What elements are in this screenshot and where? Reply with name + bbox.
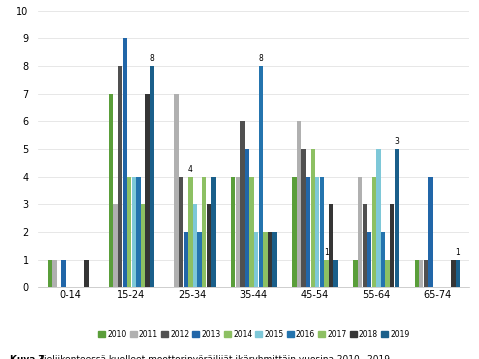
Bar xyxy=(193,204,197,287)
Legend: 2010, 2011, 2012, 2013, 2014, 2015, 2016, 2017, 2018, 2019: 2010, 2011, 2012, 2013, 2014, 2015, 2016… xyxy=(95,327,412,342)
Bar xyxy=(263,232,267,287)
Bar xyxy=(47,260,52,287)
Text: 8: 8 xyxy=(258,54,263,63)
Bar xyxy=(358,177,362,287)
Bar xyxy=(231,177,235,287)
Bar xyxy=(376,149,381,287)
Text: 1: 1 xyxy=(324,248,329,257)
Bar xyxy=(136,177,141,287)
Bar xyxy=(363,204,367,287)
Bar xyxy=(188,177,193,287)
Bar xyxy=(414,260,419,287)
Text: Kuva 3.: Kuva 3. xyxy=(10,355,48,359)
Bar xyxy=(127,177,131,287)
Bar xyxy=(419,260,423,287)
Text: 3: 3 xyxy=(394,137,399,146)
Text: 4: 4 xyxy=(188,165,193,174)
Bar xyxy=(451,260,456,287)
Bar xyxy=(372,177,376,287)
Bar xyxy=(395,149,399,287)
Bar xyxy=(84,260,89,287)
Bar xyxy=(245,149,249,287)
Text: Tieliikenteessä kuolleet moottoripyöräilijät ikäryhmittäin vuosina 2010– 2019.: Tieliikenteessä kuolleet moottoripyöräil… xyxy=(36,355,393,359)
Bar xyxy=(259,66,263,287)
Bar xyxy=(52,260,57,287)
Bar xyxy=(179,177,183,287)
Bar xyxy=(423,260,428,287)
Bar xyxy=(236,177,240,287)
Bar xyxy=(114,204,118,287)
Bar xyxy=(324,260,329,287)
Bar xyxy=(183,232,188,287)
Bar xyxy=(390,204,394,287)
Bar xyxy=(240,121,245,287)
Bar xyxy=(315,177,319,287)
Bar xyxy=(141,204,145,287)
Bar xyxy=(150,66,154,287)
Bar xyxy=(367,232,372,287)
Bar xyxy=(109,94,113,287)
Bar xyxy=(273,232,277,287)
Bar xyxy=(206,204,211,287)
Bar xyxy=(292,177,297,287)
Bar xyxy=(329,204,333,287)
Bar xyxy=(197,232,202,287)
Bar xyxy=(118,66,122,287)
Bar xyxy=(202,177,206,287)
Bar xyxy=(306,177,310,287)
Bar xyxy=(123,38,127,287)
Bar xyxy=(268,232,272,287)
Bar xyxy=(386,260,390,287)
Bar xyxy=(428,177,433,287)
Bar xyxy=(61,260,66,287)
Bar xyxy=(381,232,385,287)
Bar xyxy=(310,149,315,287)
Bar xyxy=(319,177,324,287)
Bar xyxy=(146,94,150,287)
Bar xyxy=(297,121,301,287)
Text: 8: 8 xyxy=(150,54,155,63)
Bar xyxy=(354,260,358,287)
Bar xyxy=(254,232,258,287)
Bar xyxy=(211,177,216,287)
Bar xyxy=(456,260,460,287)
Bar xyxy=(250,177,254,287)
Bar xyxy=(301,149,306,287)
Bar xyxy=(174,94,179,287)
Bar xyxy=(333,260,338,287)
Bar xyxy=(132,177,136,287)
Text: 1: 1 xyxy=(456,248,460,257)
